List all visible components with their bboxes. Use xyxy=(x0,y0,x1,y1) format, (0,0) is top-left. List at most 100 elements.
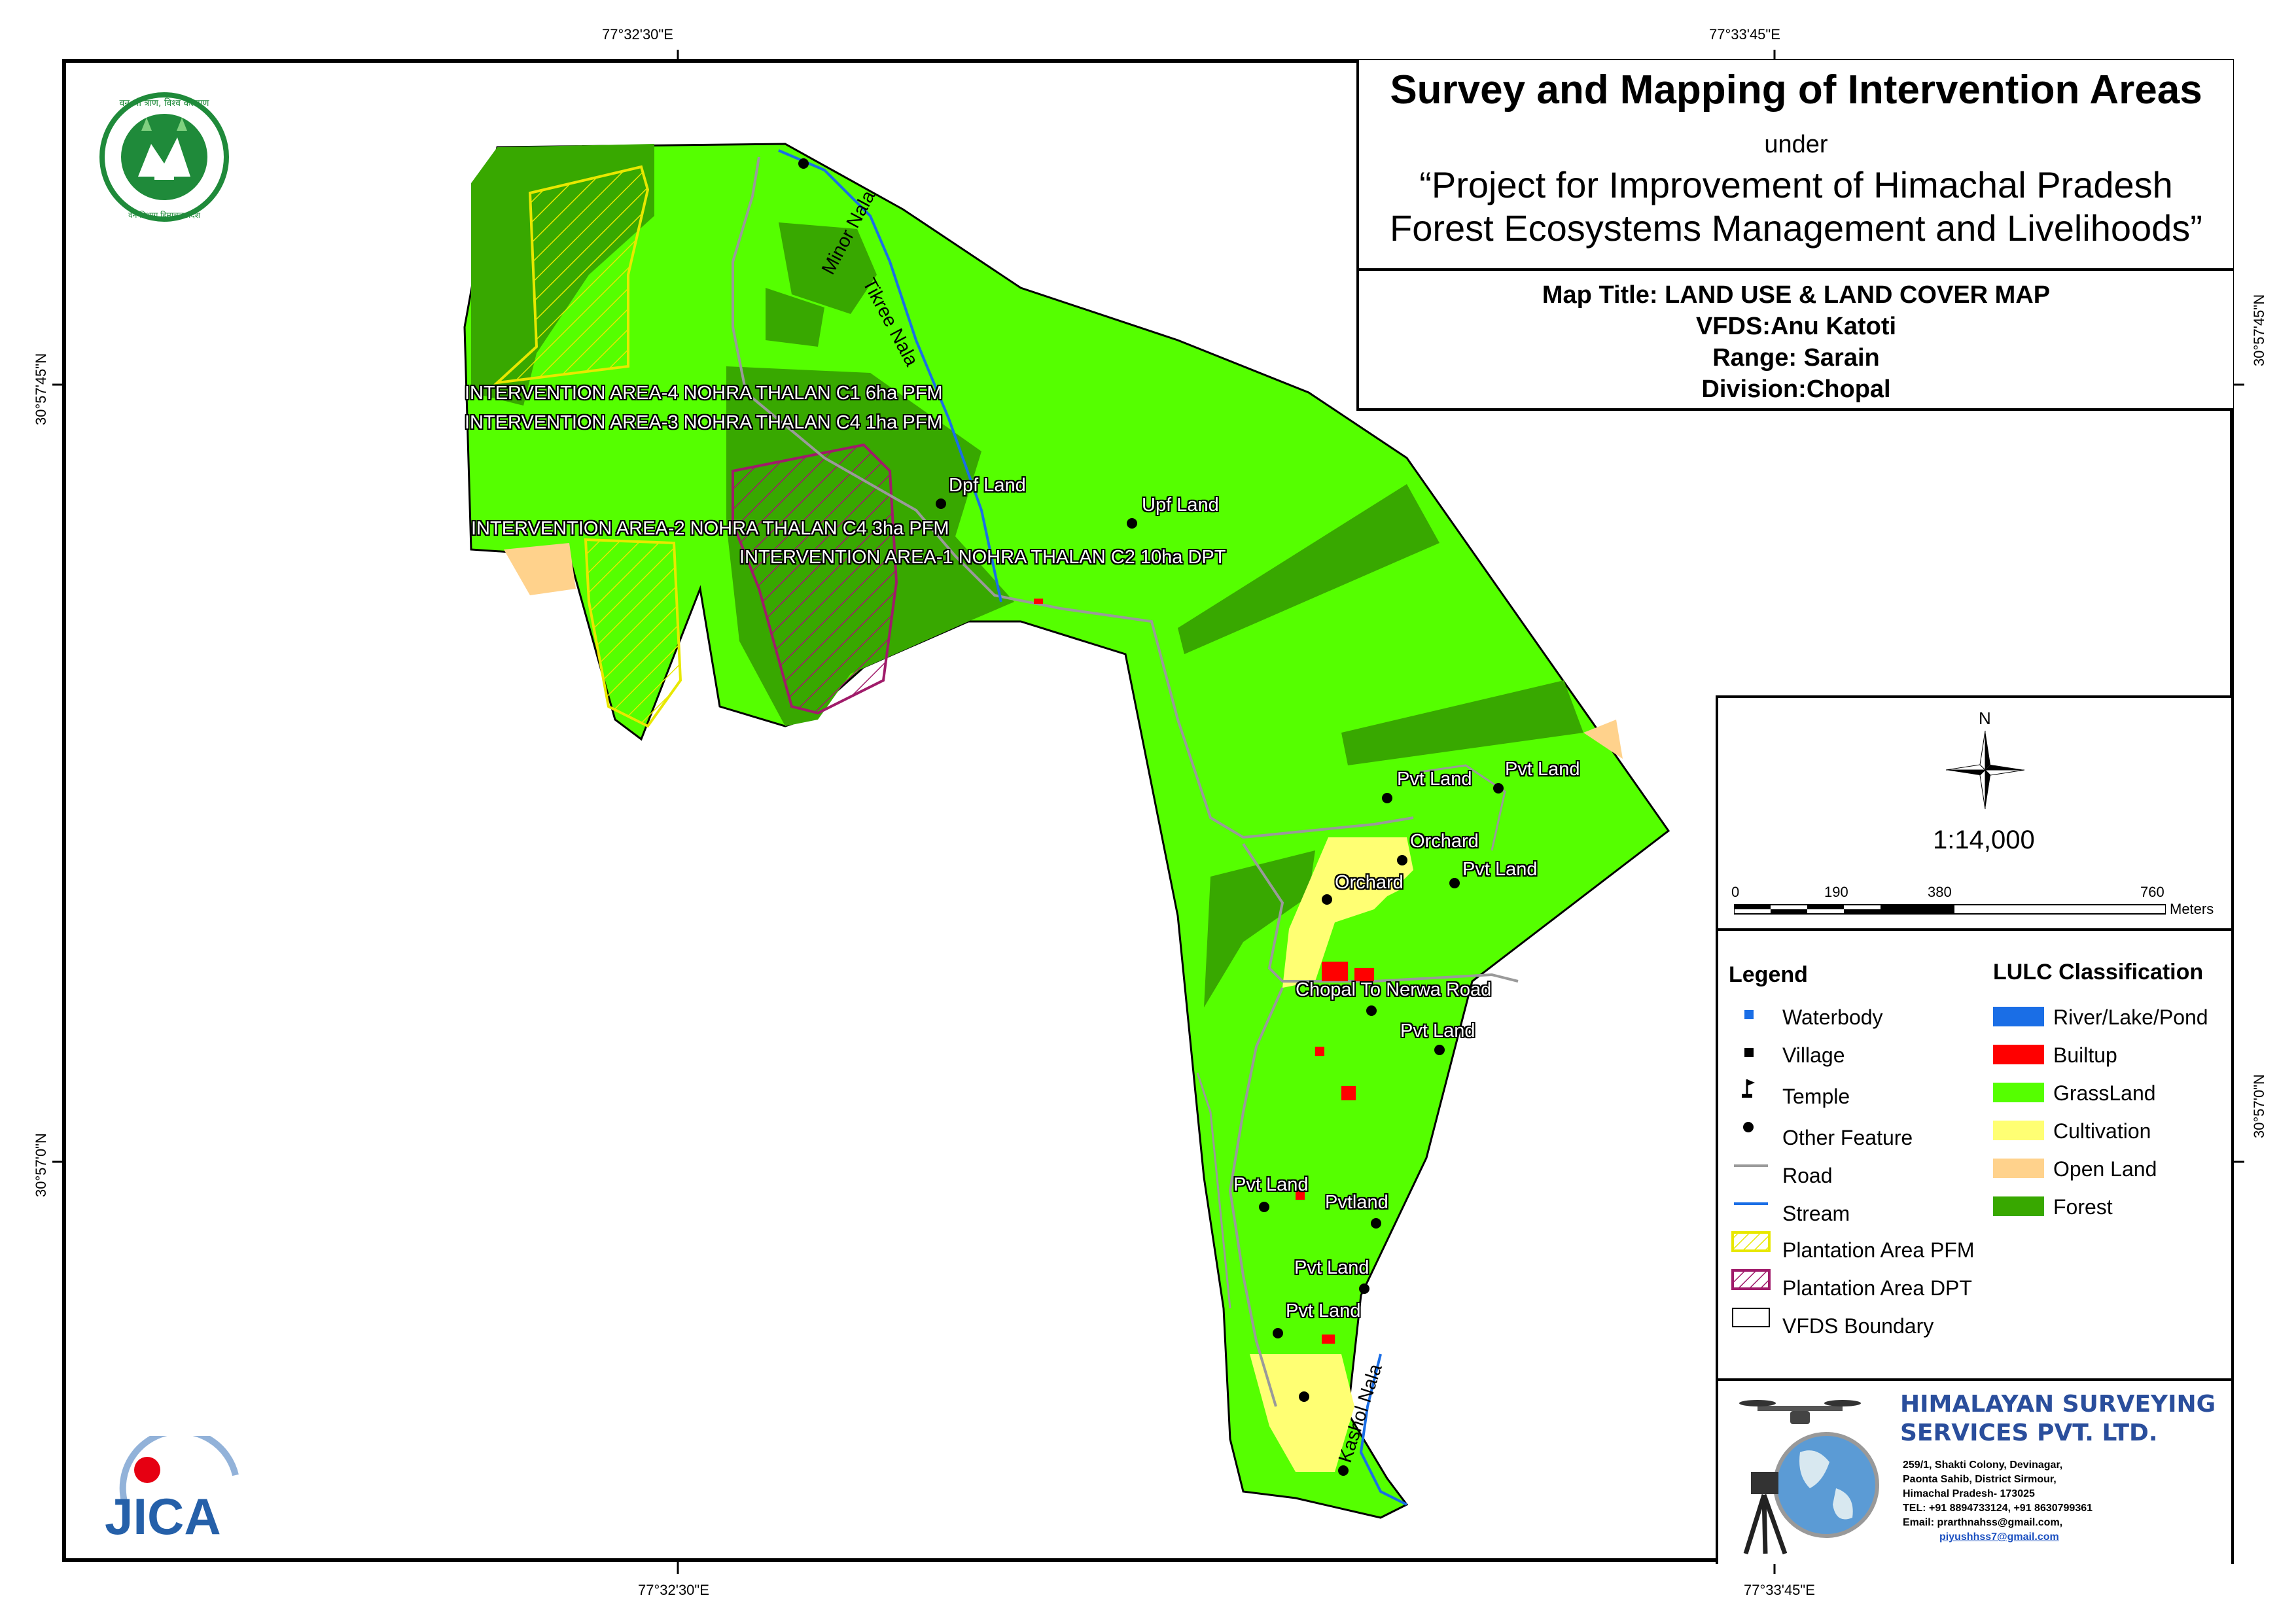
title-separator xyxy=(1359,268,2233,271)
vfds-name: VFDS:Anu Katoti xyxy=(1695,313,1897,340)
feature-point xyxy=(1259,1202,1269,1212)
lulc-label: Cultivation xyxy=(2053,1119,2151,1143)
address-line2: Paonta Sahib, District Sirmour, xyxy=(1903,1474,2057,1485)
company-address: 259/1, Shakti Colony, Devinagar, Paonta … xyxy=(1903,1458,2093,1544)
builtup xyxy=(1315,1047,1324,1056)
boundary-icon xyxy=(1732,1308,1770,1327)
coord-bottom-left: 77°32'30"E xyxy=(638,1582,709,1598)
jica-logo-icon: JICA xyxy=(105,1436,239,1545)
scale-unit: Meters xyxy=(2170,901,2214,917)
builtup xyxy=(1034,599,1043,604)
hatch-magenta-icon xyxy=(1731,1269,1771,1290)
label-intervention-area-3: INTERVENTION AREA-3 NOHRA THALAN C4 1ha … xyxy=(465,412,943,433)
division-name: Division:Chopal xyxy=(1701,375,1891,403)
hp-logo-bottom-text: वन विभाग हिमाचल प्रदेश xyxy=(128,211,201,220)
scale-tick-760: 760 xyxy=(2140,884,2164,900)
builtup xyxy=(1354,968,1374,981)
company-email-1: Email: prarthnahss@gmail.com, xyxy=(1903,1517,2063,1528)
label-pvt-land: Pvt Land xyxy=(1397,769,1472,790)
legend-other-feature: Other Feature xyxy=(1782,1126,1913,1149)
title-main: Survey and Mapping of Intervention Areas xyxy=(1390,67,2202,113)
label-dpf-land: Dpf Land xyxy=(949,475,1026,496)
feature-point xyxy=(1127,518,1137,529)
feature-point xyxy=(1382,793,1392,803)
label-pvt-land: Pvt Land xyxy=(1233,1174,1309,1195)
legend-title: Legend xyxy=(1729,962,1808,987)
lulc-label: Forest xyxy=(2053,1195,2113,1219)
stream-line xyxy=(1359,1353,1407,1506)
feature-point xyxy=(798,158,809,169)
map-info: Map Title: LAND USE & LAND COVER MAP VFD… xyxy=(1359,279,2233,405)
waterbody-icon xyxy=(1744,1010,1754,1019)
scale-panel: N 1:14,000 0 190 380 760 Meters xyxy=(1716,695,2234,931)
title-under: under xyxy=(1764,131,1828,158)
road-line xyxy=(732,156,1414,839)
surveying-logo-icon xyxy=(1739,1400,1879,1555)
lulc-title: LULC Classification xyxy=(1993,960,2204,985)
feature-point xyxy=(1397,855,1407,865)
map-title: Map Title: LAND USE & LAND COVER MAP xyxy=(1542,281,2051,309)
plantation-dpt-1 xyxy=(732,443,898,715)
scale-ratio: 1:14,000 xyxy=(1933,826,2035,854)
label-orchard: Orchard xyxy=(1335,872,1404,893)
legend-plantation-dpt: Plantation Area DPT xyxy=(1782,1276,1972,1300)
point-icon xyxy=(1743,1122,1754,1132)
scale-bar xyxy=(1734,904,2166,915)
label-pvt-land: Pvt Land xyxy=(1400,1021,1475,1041)
label-pvtland: Pvtland xyxy=(1325,1192,1388,1213)
road-line xyxy=(1419,764,1506,851)
builtup xyxy=(1322,962,1348,981)
lulc-swatch xyxy=(1993,1159,2044,1178)
label-pvt-land: Pvt Land xyxy=(1294,1257,1369,1278)
scale-tick-190: 190 xyxy=(1824,884,1848,900)
hp-logo-top-text: वन श्री त्राण, विश्व कल्याण xyxy=(120,97,210,109)
north-label: N xyxy=(1979,708,1991,728)
address-line1: 259/1, Shakti Colony, Devinagar, xyxy=(1903,1459,2063,1471)
hp-forest-logo-icon: वन श्री त्राण, विश्व कल्याण वन विभाग हिम… xyxy=(99,92,229,222)
label-road: Chopal To Nerwa Road xyxy=(1296,979,1492,1000)
stream-line xyxy=(778,149,1002,602)
feature-point xyxy=(1359,1283,1369,1294)
legend-vfds-boundary: VFDS Boundary xyxy=(1782,1314,1934,1338)
lulc-swatch xyxy=(1993,1083,2044,1102)
coord-top-right: 77°33'45"E xyxy=(1709,26,1780,43)
temple-flag-icon xyxy=(1742,1079,1755,1098)
road-line xyxy=(1242,843,1519,983)
lulc-label: Builtup xyxy=(2053,1043,2117,1067)
lulc-swatch xyxy=(1993,1045,2044,1064)
forest-patch xyxy=(1341,680,1583,765)
legend-plantation-pfm: Plantation Area PFM xyxy=(1782,1238,1975,1262)
company-name: HIMALAYAN SURVEYING SERVICES PVT. LTD. xyxy=(1900,1390,2216,1448)
builtup xyxy=(1341,1086,1356,1100)
company-email-2[interactable]: piyushhss7@gmail.com xyxy=(1939,1531,2059,1543)
builtup xyxy=(1322,1335,1335,1344)
feature-point xyxy=(1493,783,1504,794)
lulc-swatch xyxy=(1993,1007,2044,1026)
legend-symbols xyxy=(1731,1010,1771,1327)
forest-patch xyxy=(766,288,824,347)
company-name-line2: SERVICES PVT. LTD. xyxy=(1900,1420,2158,1446)
globe-icon xyxy=(1773,1432,1879,1538)
company-name-line1: HIMALAYAN SURVEYING xyxy=(1900,1391,2216,1418)
forest-patch xyxy=(1178,484,1439,654)
company-phone: TEL: +91 8894733124, +91 8630799361 xyxy=(1903,1503,2093,1514)
legend-stream: Stream xyxy=(1782,1202,1850,1225)
address-line3: Himachal Pradesh- 173025 xyxy=(1903,1488,2035,1499)
label-orchard: Orchard xyxy=(1410,831,1479,852)
village-icon xyxy=(1744,1048,1754,1057)
legend-waterbody: Waterbody xyxy=(1782,1005,1883,1029)
feature-point xyxy=(1449,878,1460,888)
plantation-pfm-4 xyxy=(493,165,650,385)
coord-top-left: 77°32'30"E xyxy=(602,26,673,43)
title-project-line2: Forest Ecosystems Management and Livelih… xyxy=(1390,207,2202,249)
total-station-icon xyxy=(1743,1472,1788,1555)
label-pvt-land: Pvt Land xyxy=(1286,1300,1361,1321)
legend-village: Village xyxy=(1782,1043,1845,1067)
title-project: “Project for Improvement of Himachal Pra… xyxy=(1359,164,2233,250)
title-panel: Survey and Mapping of Intervention Areas… xyxy=(1356,60,2233,411)
label-pvt-land: Pvt Land xyxy=(1505,759,1580,780)
feature-point xyxy=(1299,1391,1309,1402)
forest-patch xyxy=(1204,850,1315,1007)
feature-point xyxy=(1434,1045,1445,1055)
